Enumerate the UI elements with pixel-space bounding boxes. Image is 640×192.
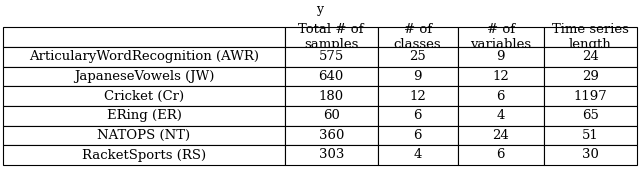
- Text: y: y: [316, 3, 324, 16]
